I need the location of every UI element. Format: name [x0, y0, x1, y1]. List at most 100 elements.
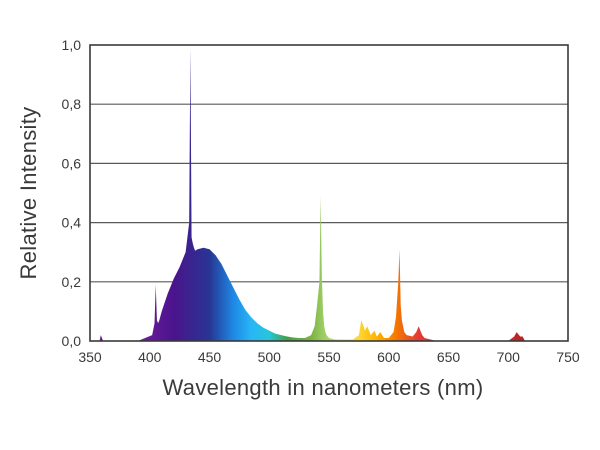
data-point	[281, 334, 282, 335]
data-point	[358, 334, 359, 335]
data-point	[520, 336, 521, 337]
y-tick-label: 0,0	[62, 333, 82, 349]
data-point	[320, 195, 321, 196]
data-point	[190, 47, 191, 48]
data-point	[393, 332, 394, 333]
data-point	[516, 332, 517, 333]
data-point	[209, 249, 210, 250]
y-tick-label: 0,2	[62, 274, 82, 290]
data-point	[404, 332, 405, 333]
data-point	[195, 250, 196, 251]
data-point	[388, 337, 389, 338]
x-tick-label: 500	[258, 349, 282, 365]
y-tick-label: 0,4	[62, 215, 82, 231]
data-point	[325, 332, 326, 333]
data-point	[361, 320, 362, 321]
data-point	[203, 247, 204, 248]
data-point	[233, 287, 234, 288]
data-point	[154, 323, 155, 324]
data-point	[402, 326, 403, 327]
data-point	[215, 255, 216, 256]
plot-frame	[89, 44, 569, 342]
x-tick-label: 600	[377, 349, 401, 365]
data-point	[197, 249, 198, 250]
data-point	[322, 311, 323, 312]
data-point	[326, 334, 327, 335]
data-point	[189, 222, 190, 223]
data-point	[399, 249, 400, 250]
x-tick-label: 700	[497, 349, 521, 365]
data-point	[192, 243, 193, 244]
data-point	[395, 317, 396, 318]
data-point	[221, 263, 222, 264]
x-tick-label: 350	[78, 349, 102, 365]
plot-area	[90, 45, 568, 341]
data-point	[406, 334, 407, 335]
data-point	[374, 330, 375, 331]
data-point	[275, 333, 276, 334]
data-point	[159, 320, 160, 321]
data-point	[191, 237, 192, 238]
data-point	[364, 330, 365, 331]
data-point	[299, 337, 300, 338]
data-point	[173, 278, 174, 279]
data-point	[416, 332, 417, 333]
series-area-relative-intensity	[90, 47, 568, 342]
data-point	[328, 337, 329, 338]
y-tick-label: 1,0	[62, 37, 82, 53]
x-tick-label: 550	[317, 349, 341, 365]
data-point	[422, 334, 423, 335]
data-point	[370, 334, 371, 335]
data-point	[424, 337, 425, 338]
data-point	[334, 339, 335, 340]
data-point	[156, 320, 157, 321]
data-point	[380, 332, 381, 333]
data-point	[514, 336, 515, 337]
x-tick-label: 450	[198, 349, 222, 365]
data-point	[293, 337, 294, 338]
data-point	[418, 326, 419, 327]
data-point	[316, 305, 317, 306]
data-point	[367, 326, 368, 327]
data-point	[158, 323, 159, 324]
y-tick-label: 0,8	[62, 96, 82, 112]
data-point	[257, 323, 258, 324]
data-point	[401, 320, 402, 321]
data-point	[239, 299, 240, 300]
y-axis-title: Relative Intensity	[16, 107, 41, 280]
data-point	[376, 336, 377, 337]
y-tick-label: 0,6	[62, 155, 82, 171]
data-point	[152, 334, 153, 335]
data-point	[400, 305, 401, 306]
data-point	[352, 339, 353, 340]
x-tick-label: 750	[556, 349, 580, 365]
data-point	[245, 309, 246, 310]
data-point	[324, 326, 325, 327]
data-point	[383, 337, 384, 338]
data-point	[179, 266, 180, 267]
data-point	[185, 252, 186, 253]
data-point	[269, 330, 270, 331]
data-point	[305, 337, 306, 338]
data-point	[314, 326, 315, 327]
data-point	[522, 336, 523, 337]
data-point	[193, 247, 194, 248]
data-point	[227, 275, 228, 276]
data-point	[101, 337, 102, 338]
data-point	[319, 281, 320, 282]
data-point	[155, 284, 156, 285]
x-axis-title: Wavelength in nanometers (nm)	[163, 375, 484, 400]
data-point	[167, 293, 168, 294]
data-point	[287, 336, 288, 337]
data-point	[251, 317, 252, 318]
x-tick-label: 400	[138, 349, 162, 365]
data-point	[100, 334, 101, 335]
data-point	[310, 334, 311, 335]
data-point	[363, 326, 364, 327]
data-point	[412, 336, 413, 337]
x-tick-label: 650	[437, 349, 461, 365]
data-point	[161, 311, 162, 312]
data-point	[398, 281, 399, 282]
